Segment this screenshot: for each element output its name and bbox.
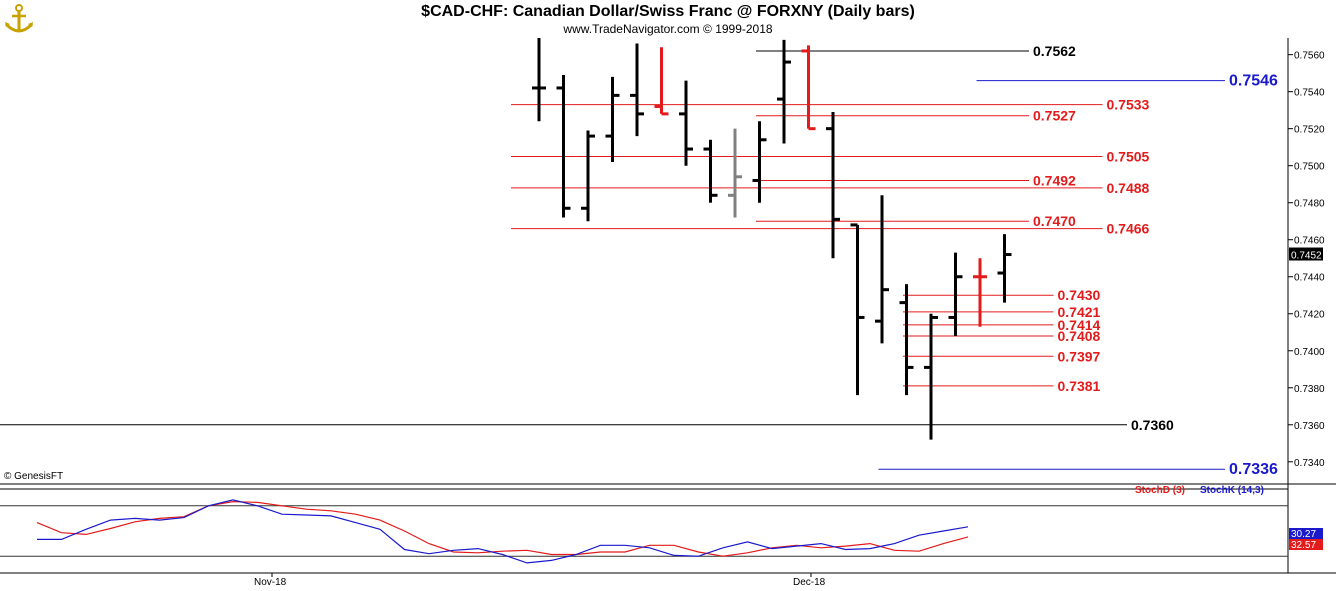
chart-header: $CAD-CHF: Canadian Dollar/Swiss Franc @ … <box>0 0 1336 38</box>
level-label-0.7546: 0.7546 <box>1229 73 1278 90</box>
level-label-0.7408: 0.7408 <box>1058 328 1101 344</box>
level-label-0.7381: 0.7381 <box>1058 378 1101 394</box>
last-price-label: 0.7452 <box>1291 251 1322 262</box>
level-label-0.7336: 0.7336 <box>1229 461 1278 478</box>
y-tick-label: 0.7460 <box>1294 236 1325 247</box>
level-label-0.7527: 0.7527 <box>1033 108 1076 124</box>
y-tick-label: 0.7520 <box>1294 125 1325 136</box>
y-tick-label: 0.7440 <box>1294 273 1325 284</box>
level-label-0.7505: 0.7505 <box>1107 148 1150 164</box>
stochastic-last-value: 32.57 <box>1291 540 1316 551</box>
chart-subtitle: www.TradeNavigator.com © 1999-2018 <box>563 22 773 36</box>
level-label-0.7414: 0.7414 <box>1058 317 1101 333</box>
chart-background <box>0 38 1336 591</box>
level-label-0.7562: 0.7562 <box>1033 43 1076 59</box>
price-panel: 0.7340 0.7360 0.7380 0.7400 0.7420 0.7440 0.74… <box>0 38 1336 573</box>
level-label-0.7466: 0.7466 <box>1107 221 1150 237</box>
x-tick-label: Nov-18 <box>254 577 287 588</box>
y-tick-label: 0.7500 <box>1294 162 1325 173</box>
level-label-0.7360: 0.7360 <box>1131 417 1174 433</box>
y-tick-label: 0.7560 <box>1294 51 1325 62</box>
stochastic-last-box <box>1289 539 1323 550</box>
level-label-0.7488: 0.7488 <box>1107 180 1150 196</box>
y-tick-label: 0.7420 <box>1294 310 1325 321</box>
y-tick-label: 0.7540 <box>1294 88 1325 99</box>
chart-title: $CAD-CHF: Canadian Dollar/Swiss Franc @ … <box>421 3 915 20</box>
level-label-0.7397: 0.7397 <box>1058 348 1101 364</box>
stochastic-last-value: 30.27 <box>1291 529 1316 540</box>
level-label-0.7470: 0.7470 <box>1033 213 1076 229</box>
x-tick-label: Dec-18 <box>793 577 826 588</box>
stochastic-line-1 <box>37 499 969 564</box>
stoch-d-legend: StochD (3) <box>1135 485 1185 496</box>
stoch-k-legend: StochK (14,3) <box>1200 485 1264 496</box>
level-label-0.7533: 0.7533 <box>1107 97 1150 113</box>
y-tick-label: 0.7480 <box>1294 199 1325 210</box>
genesis-credit: © GenesisFT <box>4 471 63 482</box>
level-label-0.7421: 0.7421 <box>1058 304 1101 320</box>
last-price-box <box>1289 247 1323 261</box>
y-tick-label: 0.7360 <box>1294 421 1325 432</box>
level-label-0.7492: 0.7492 <box>1033 172 1076 188</box>
anchor-logo-icon <box>2 2 36 36</box>
y-tick-label: 0.7380 <box>1294 384 1325 395</box>
stochastic-panel: 50StochD (3)StochK (14,3)30.2732.57Nov-1… <box>0 485 1336 588</box>
stochastic-last-box <box>1289 528 1323 539</box>
y-tick-label: 0.7400 <box>1294 347 1325 358</box>
y-tick-label: 0.7340 <box>1294 458 1325 469</box>
level-label-0.7430: 0.7430 <box>1058 287 1101 303</box>
